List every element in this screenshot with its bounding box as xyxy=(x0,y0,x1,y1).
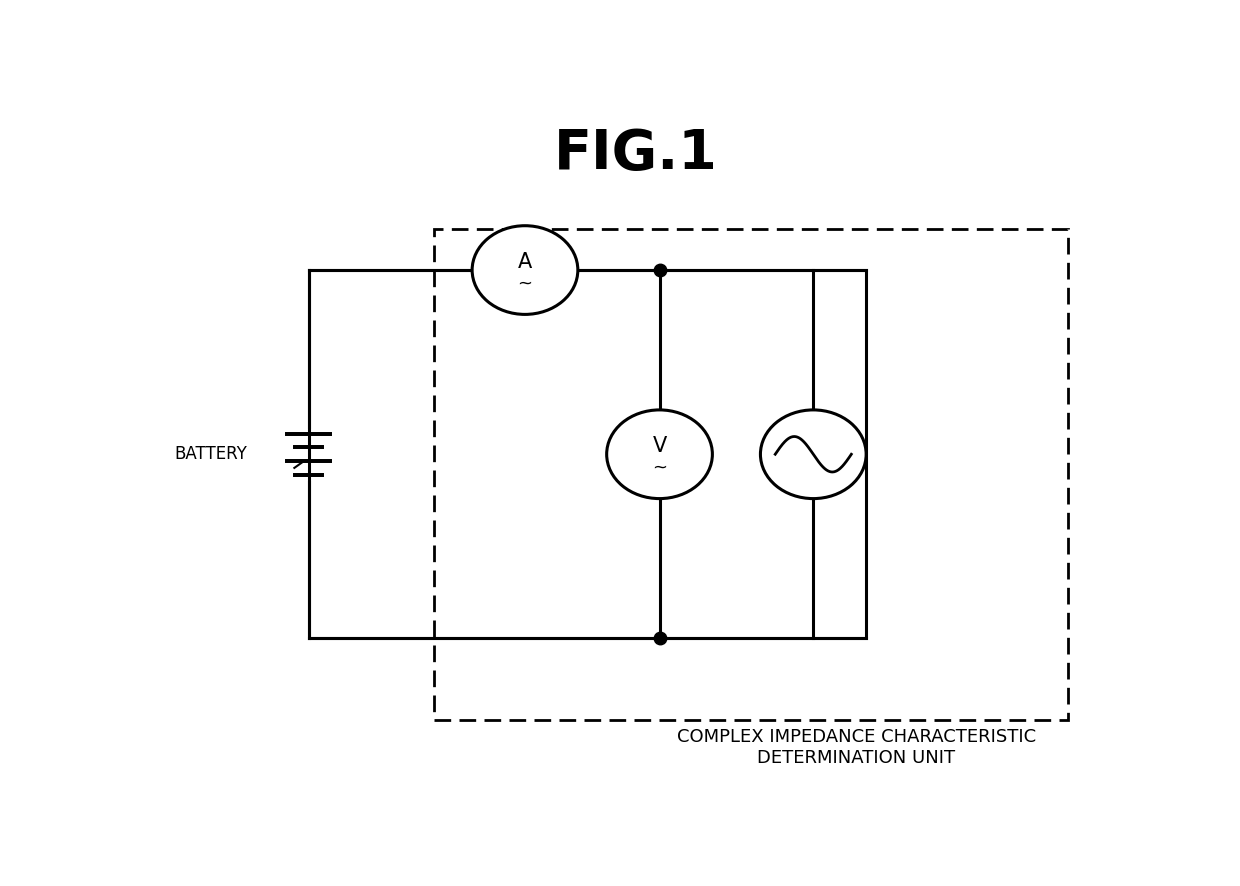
Text: ~: ~ xyxy=(652,459,667,477)
Ellipse shape xyxy=(760,410,867,499)
Bar xyxy=(309,270,866,639)
Ellipse shape xyxy=(472,226,578,315)
Text: ~: ~ xyxy=(517,275,532,292)
Text: V: V xyxy=(652,436,667,456)
Text: FIG.1: FIG.1 xyxy=(553,127,718,181)
Text: COMPLEX IMPEDANCE CHARACTERISTIC: COMPLEX IMPEDANCE CHARACTERISTIC xyxy=(677,728,1037,746)
Bar xyxy=(434,229,1068,720)
Text: BATTERY: BATTERY xyxy=(174,446,247,463)
Text: DETERMINATION UNIT: DETERMINATION UNIT xyxy=(758,749,956,767)
Ellipse shape xyxy=(606,410,713,499)
Text: A: A xyxy=(518,252,532,272)
